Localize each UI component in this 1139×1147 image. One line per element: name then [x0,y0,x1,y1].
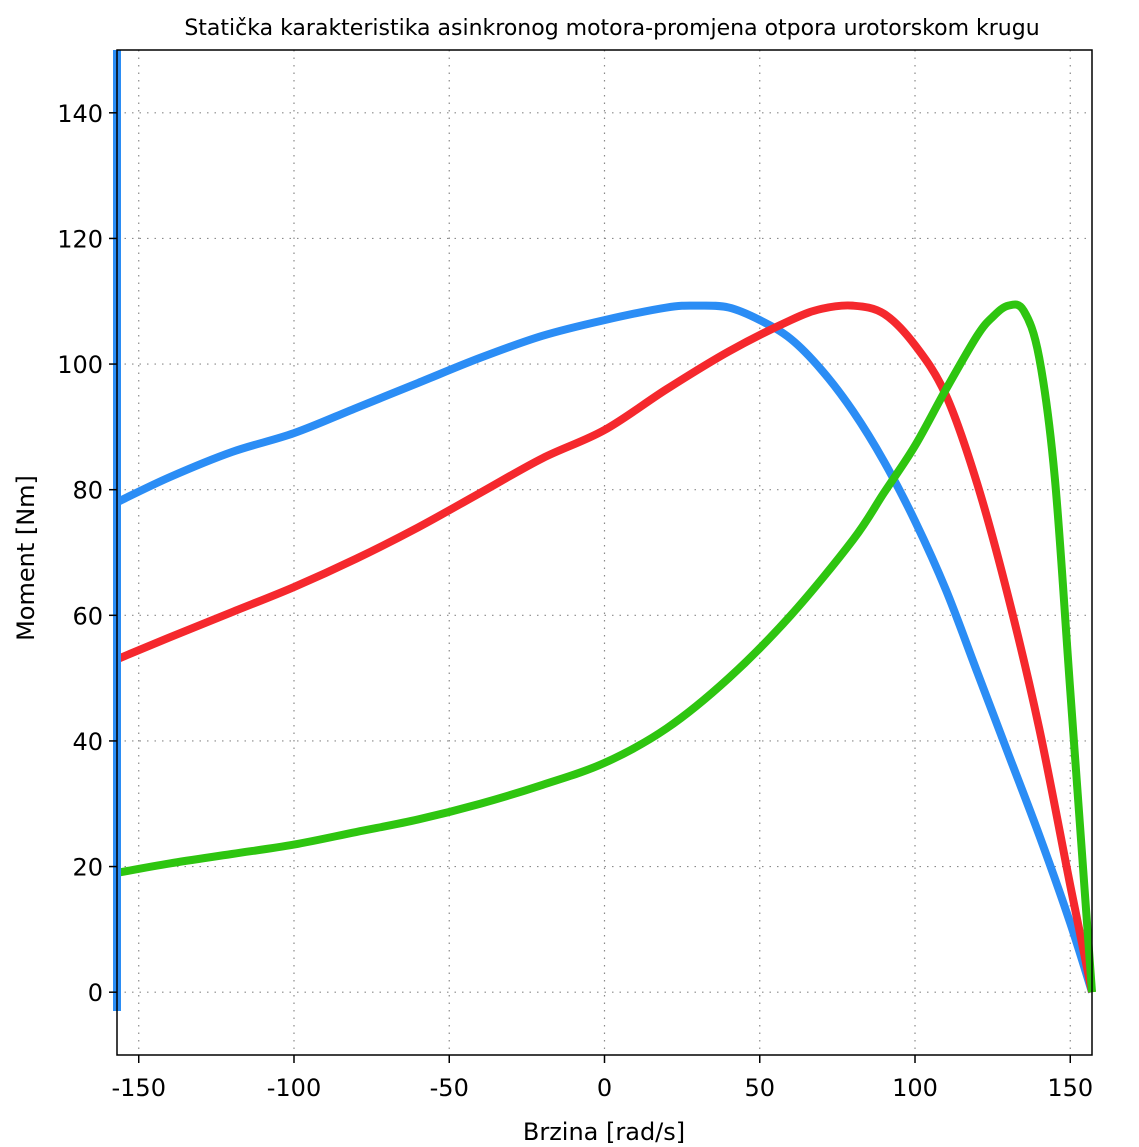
grid [117,50,1092,1055]
y-tick-label: 120 [57,225,103,253]
y-tick-label: 100 [57,351,103,379]
x-axis-title: Brzina [rad/s] [523,1118,685,1146]
y-tick-label: 40 [72,728,103,756]
x-tick-label: 100 [892,1074,938,1102]
y-axis-title: Moment [Nm] [12,475,40,641]
y-tick-label: 80 [72,477,103,505]
x-tick-label: -50 [430,1074,469,1102]
chart-title: Statička karakteristika asinkronog motor… [184,16,1039,41]
x-tick-label: -100 [267,1074,321,1102]
x-tick-label: 50 [744,1074,775,1102]
x-tick-label: 150 [1047,1074,1093,1102]
y-tick-label: 140 [57,100,103,128]
y-tick-label: 20 [72,854,103,882]
y-tick-label: 0 [88,979,103,1007]
y-tick-label: 60 [72,602,103,630]
x-tick-label: 0 [597,1074,612,1102]
series-line-1 [115,301,1096,994]
x-tick-label: -150 [112,1074,166,1102]
x-axis: -150 -100 -50 0 50 100 150 [112,1055,1093,1102]
y-axis: 0 20 40 60 80 100 120 140 [57,100,117,1007]
series-line-3 [116,300,1096,993]
series-line-2 [115,301,1096,993]
